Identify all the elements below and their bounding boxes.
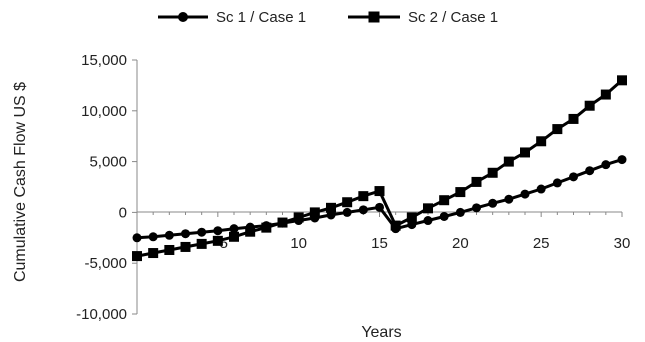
- data-point: [374, 186, 385, 197]
- data-point: [617, 155, 627, 165]
- data-point: [455, 187, 466, 198]
- data-point: [164, 244, 175, 255]
- y-tick-label: 15,000: [81, 52, 127, 69]
- series-1: [132, 155, 627, 243]
- data-point: [471, 176, 482, 187]
- data-point: [455, 207, 465, 217]
- y-axis-label: Cumulative Cash Flow US $: [12, 82, 29, 282]
- data-point: [342, 207, 352, 217]
- data-point: [569, 172, 578, 182]
- data-point: [148, 248, 159, 259]
- data-point: [568, 113, 579, 124]
- data-point: [520, 147, 530, 158]
- data-point: [472, 203, 481, 213]
- data-point: [245, 226, 256, 237]
- data-point: [585, 166, 595, 176]
- data-point: [181, 229, 190, 239]
- data-point: [164, 230, 174, 240]
- data-point: [423, 203, 433, 214]
- data-point: [552, 178, 562, 188]
- chart-axes: -10,000 -5,000 0 5,000 10,000 15,000 5 10 15 20 25…: [76, 52, 630, 323]
- data-point: [148, 232, 158, 242]
- data-point: [197, 227, 207, 237]
- data-point: [520, 189, 530, 199]
- legend-item: Sc 2 / Case 1: [348, 9, 498, 26]
- data-point: [552, 124, 563, 135]
- chart-series-layer: [132, 75, 627, 262]
- data-point: [277, 217, 288, 228]
- data-point: [600, 89, 611, 100]
- data-point: [439, 211, 449, 221]
- data-point: [326, 202, 336, 213]
- chart-legend: Sc 1 / Case 1 Sc 2 / Case 1: [158, 9, 498, 26]
- data-point: [423, 216, 433, 226]
- legend-label: Sc 2 / Case 1: [408, 9, 498, 26]
- data-point: [584, 100, 595, 111]
- data-point: [132, 233, 142, 243]
- data-point: [488, 198, 498, 208]
- data-point: [536, 136, 547, 147]
- data-point: [617, 75, 627, 86]
- legend-marker: [178, 12, 188, 22]
- legend-marker: [368, 11, 380, 23]
- data-point: [309, 207, 320, 218]
- series-line: [136, 158, 623, 240]
- x-tick-label: 30: [614, 235, 631, 252]
- data-point: [132, 251, 142, 262]
- data-point: [261, 222, 272, 233]
- x-tick-label: 15: [371, 235, 388, 252]
- data-point: [358, 205, 368, 215]
- x-tick-label: 5: [220, 235, 228, 252]
- x-tick-label: 20: [452, 235, 469, 252]
- x-axis-label: Years: [361, 324, 401, 341]
- data-point: [196, 238, 207, 249]
- x-tick-label: 25: [533, 235, 550, 252]
- data-point: [536, 184, 546, 194]
- data-point: [390, 220, 401, 231]
- y-tick-label: 5,000: [89, 154, 127, 171]
- data-point: [293, 212, 304, 223]
- series-line: [136, 79, 623, 258]
- legend-item: Sc 1 / Case 1: [158, 9, 306, 26]
- data-point: [406, 212, 417, 223]
- data-point: [213, 226, 223, 236]
- y-tick-label: 10,000: [81, 103, 127, 120]
- data-point: [503, 156, 514, 167]
- data-point: [601, 160, 611, 170]
- data-point: [487, 167, 498, 178]
- data-point: [229, 231, 239, 242]
- series-2: [132, 75, 627, 262]
- data-point: [504, 194, 514, 204]
- data-point: [358, 191, 369, 202]
- y-tick-label: 0: [119, 204, 127, 221]
- data-point: [375, 202, 384, 212]
- data-point: [342, 197, 353, 208]
- y-tick-label: -10,000: [76, 306, 127, 323]
- data-point: [180, 241, 191, 252]
- y-tick-label: -5,000: [84, 255, 127, 272]
- data-point: [212, 235, 223, 246]
- data-point: [229, 224, 239, 234]
- x-tick-label: 10: [290, 235, 307, 252]
- legend-label: Sc 1 / Case 1: [216, 9, 306, 26]
- data-point: [439, 195, 450, 206]
